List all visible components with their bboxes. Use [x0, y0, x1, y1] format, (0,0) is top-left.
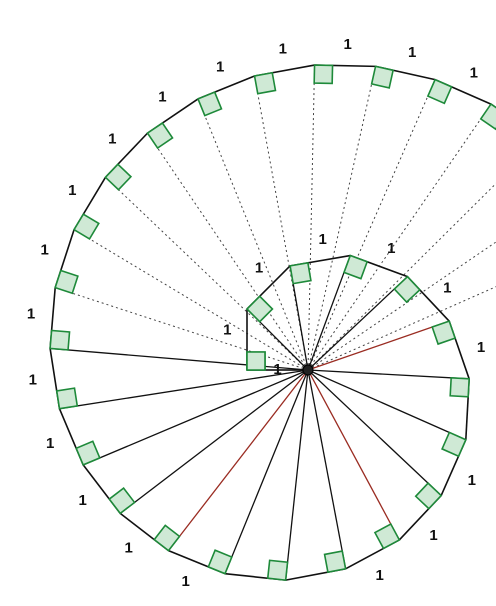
dotted-spoke [307, 286, 496, 371]
segment-label: 1 [27, 306, 35, 323]
dotted-spoke [197, 98, 309, 371]
right-angle-marker [313, 64, 334, 85]
dotted-spoke [105, 176, 309, 371]
solid-spoke [307, 255, 351, 371]
right-angle-marker [196, 91, 223, 117]
spiral-outline [49, 64, 496, 581]
solid-spoke [307, 369, 470, 380]
solid-spoke [307, 369, 442, 496]
solid-spoke [307, 369, 400, 541]
segment-label: 1 [468, 472, 476, 489]
segment-label: 1 [387, 240, 395, 257]
solid-spoke [224, 369, 309, 574]
right-angle-marker [370, 65, 395, 89]
right-angle-marker [108, 487, 136, 515]
right-angle-marker [449, 376, 470, 398]
segment-labels: 1 1 1 1 1 1 1 1 1 1 1 1 1 1 1 1 1 1 1 1 1 1 1 1 1 [27, 36, 485, 590]
right-angle-marker [479, 102, 496, 131]
dotted-spoke [307, 182, 496, 371]
right-angle-marker [323, 550, 347, 574]
segment-label: 1 [443, 280, 451, 297]
segment-label: 1 [470, 65, 478, 82]
right-angle-marker [153, 524, 181, 552]
segment-label: 1 [429, 527, 437, 544]
segment-label: 1 [68, 182, 76, 199]
right-angle-marker [207, 549, 233, 575]
segment-label: 1 [279, 41, 287, 58]
dotted-spoke [307, 66, 377, 371]
solid-spoke [307, 320, 450, 371]
solid-spoke [50, 347, 309, 371]
dotted-spoke [307, 79, 436, 371]
right-angle-marker [245, 295, 274, 323]
segment-label: 1 [29, 371, 37, 388]
right-angle-marker [72, 213, 100, 240]
segment-label: 1 [108, 130, 116, 147]
right-angle-marker [441, 431, 467, 458]
right-angle-marker [414, 482, 443, 510]
right-angle-marker [289, 261, 312, 285]
solid-spokes [50, 255, 470, 581]
right-angle-marker [266, 559, 289, 582]
dotted-spoke [73, 229, 309, 371]
solid-spoke [285, 369, 309, 581]
segment-label: 1 [216, 58, 224, 75]
right-angle-marker [342, 254, 369, 280]
solid-spoke [307, 276, 408, 371]
right-angle-marker [49, 329, 71, 351]
segment-label: 1 [125, 539, 133, 556]
solid-spoke [167, 369, 309, 552]
right-angle-marker [246, 351, 266, 371]
dotted-spoke [307, 103, 492, 371]
right-angle-marker [55, 387, 79, 410]
right-angle-markers [49, 64, 496, 582]
segment-label: 1 [46, 435, 54, 452]
segment-label: 1 [255, 260, 263, 277]
solid-spoke [82, 369, 309, 466]
solid-spoke [59, 369, 309, 410]
segment-label: 1 [344, 36, 352, 53]
solid-spoke [307, 369, 467, 441]
right-angle-marker [426, 78, 453, 105]
segment-label: 1 [273, 361, 281, 378]
right-angle-marker [75, 440, 101, 466]
segment-label: 1 [182, 573, 190, 590]
right-angle-marker [253, 71, 277, 95]
right-angle-marker [104, 163, 133, 191]
segment-label: 1 [78, 492, 86, 509]
dotted-spoke [55, 287, 309, 371]
segment-label: 1 [40, 241, 48, 258]
right-angle-marker [393, 275, 421, 304]
right-angle-marker [373, 522, 401, 550]
solid-spoke [307, 369, 347, 569]
segment-label: 1 [223, 322, 231, 339]
segment-label: 1 [158, 89, 166, 106]
segment-label: 1 [318, 231, 326, 248]
right-angle-marker [146, 121, 174, 150]
segment-label: 1 [477, 339, 485, 356]
solid-spoke [119, 369, 309, 514]
center-point [302, 364, 314, 376]
dotted-spoke [307, 65, 316, 371]
dotted-spokes [55, 65, 496, 371]
right-angle-marker [54, 269, 79, 295]
segment-label: 1 [376, 567, 384, 584]
right-angle-marker [431, 320, 457, 346]
segment-label: 1 [408, 44, 416, 61]
dotted-spoke [307, 241, 496, 371]
